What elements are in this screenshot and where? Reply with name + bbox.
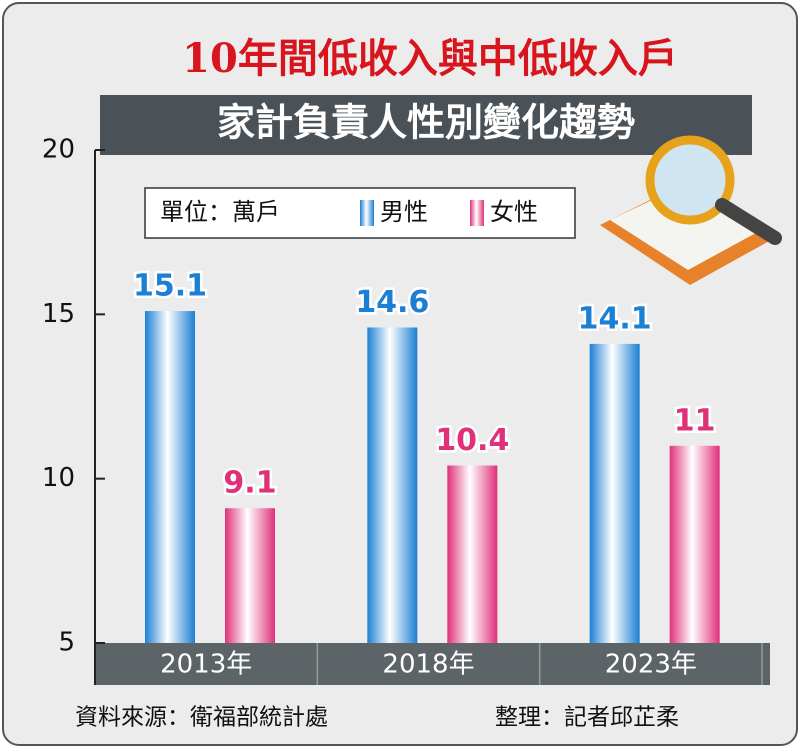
y-tick-label: 20 <box>42 135 75 165</box>
credit-note: 整理：記者邱芷柔 <box>495 705 679 731</box>
data-label: 15.1 <box>133 269 207 304</box>
legend-label: 男性 <box>380 198 428 226</box>
x-tick-label: 2018年 <box>382 650 474 680</box>
chart-subtitle: 家計負責人性別變化趨勢 <box>217 100 635 145</box>
legend-swatch <box>470 200 484 226</box>
bar <box>447 465 498 643</box>
data-label: 11 <box>674 403 716 438</box>
subtitle-banner <box>100 95 752 155</box>
bar <box>589 343 640 643</box>
y-tick-label: 5 <box>58 628 75 658</box>
category-band <box>95 643 770 685</box>
bar <box>225 508 275 643</box>
data-label: 9.1 <box>223 466 276 501</box>
unit-label: 單位：萬戶 <box>160 198 280 226</box>
source-note: 資料來源：衛福部統計處 <box>75 705 328 731</box>
data-label: 14.1 <box>578 301 652 336</box>
bar <box>145 311 195 643</box>
legend-swatch <box>360 200 374 226</box>
x-tick-label: 2013年 <box>160 650 252 680</box>
magnifier-icon <box>600 135 782 285</box>
legend-box <box>144 187 576 239</box>
legend-label: 女性 <box>490 198 538 226</box>
y-tick-label: 10 <box>42 463 75 493</box>
bar <box>669 445 720 643</box>
y-tick-label: 15 <box>42 299 75 329</box>
data-label: 10.4 <box>435 423 509 458</box>
bar <box>367 327 418 643</box>
data-label: 14.6 <box>355 285 429 320</box>
x-tick-label: 2023年 <box>605 650 697 680</box>
chart-title: 10年間低收入與中低收入戶 <box>182 35 678 82</box>
